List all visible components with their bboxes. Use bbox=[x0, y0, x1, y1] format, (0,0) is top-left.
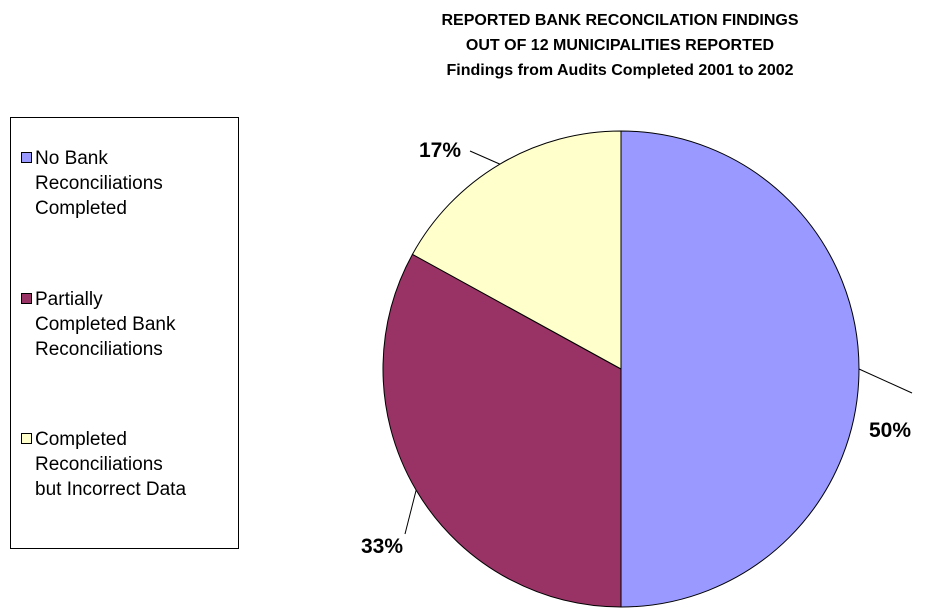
legend-label: Completed Reconciliations but Incorrect … bbox=[35, 429, 187, 500]
legend-swatch bbox=[21, 293, 32, 304]
pie-slice-partially-completed bbox=[382, 253, 622, 608]
legend-label: No Bank Reconciliations Completed bbox=[35, 148, 163, 219]
chart-legend: No Bank Reconciliations Completed Partia… bbox=[10, 117, 239, 549]
data-label-completed-incorrect-data: 17% bbox=[419, 139, 461, 162]
chart-title-line-1: REPORTED BANK RECONCILATION FINDINGS bbox=[441, 12, 799, 29]
leader-line-no-bank-reconciliations bbox=[858, 368, 913, 394]
legend-item-completed-incorrect-data: Completed Reconciliations but Incorrect … bbox=[21, 427, 236, 502]
legend-item-partially-completed: Partially Completed Bank Reconciliations bbox=[21, 287, 236, 362]
leader-line-partially-completed bbox=[404, 490, 417, 535]
data-label-partially-completed: 33% bbox=[361, 535, 403, 558]
legend-item-no-bank-reconciliations: No Bank Reconciliations Completed bbox=[21, 146, 236, 221]
legend-swatch bbox=[21, 152, 32, 163]
data-label-no-bank-reconciliations: 50% bbox=[869, 419, 911, 442]
legend-swatch bbox=[21, 433, 32, 444]
leader-line-completed-incorrect-data bbox=[469, 150, 501, 165]
chart-title-line-3: Findings from Audits Completed 2001 to 2… bbox=[446, 62, 794, 79]
pie-slice-no-bank-reconciliations bbox=[620, 130, 860, 608]
chart-title: REPORTED BANK RECONCILATION FINDINGS OUT… bbox=[300, 8, 940, 83]
legend-label: Partially Completed Bank Reconciliations bbox=[35, 289, 176, 360]
chart-title-line-2: OUT OF 12 MUNICIPALITIES REPORTED bbox=[465, 37, 775, 54]
pie-slice-completed-incorrect-data bbox=[411, 130, 622, 370]
